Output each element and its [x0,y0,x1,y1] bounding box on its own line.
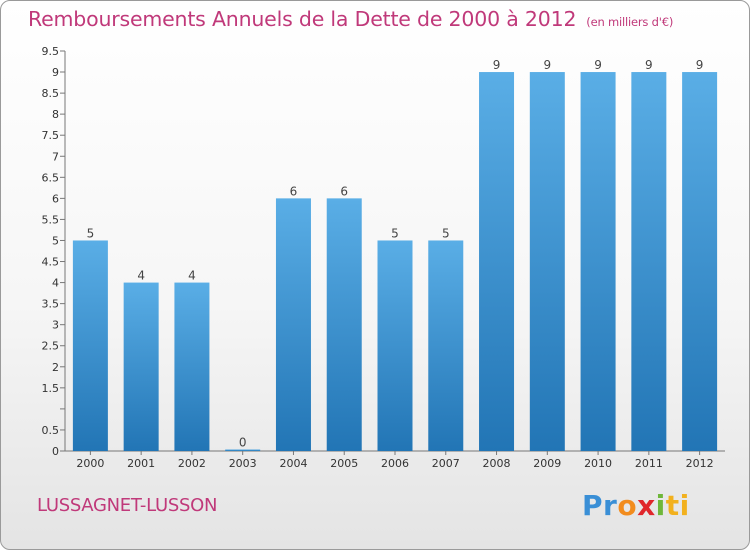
y-tick-label: 3 [52,319,59,332]
y-tick-label: 8.5 [42,87,60,100]
bar-2012 [682,72,718,451]
bars [72,72,718,451]
x-tick-label: 2005 [330,457,358,470]
y-tick-label: 0 [52,445,59,458]
bar-2001 [123,282,159,451]
axes: 0 0.5 1.5 2 2.5 3 3.5 4 4.5 5 5.5 6 6.5 7 7.5 8 8.5 9 9.5 [42,45,725,458]
bar-2005 [326,198,362,451]
value-label: 4 [188,269,196,283]
bar-2010 [580,72,616,451]
y-tick-label: 9 [52,66,59,79]
bar-2002 [174,282,210,451]
x-tick-label: 2002 [178,457,206,470]
value-label: 9 [594,58,602,72]
x-tick-label: 2001 [127,457,155,470]
bar-2011 [631,72,667,451]
value-label: 0 [239,436,247,450]
value-label: 6 [340,184,348,198]
chart-title-text: Remboursements Annuels de la Dette de 20… [28,7,577,31]
x-tick-label: 2009 [533,457,561,470]
value-label: 5 [87,226,95,240]
y-tick-label: 4.5 [42,256,60,269]
value-label: 5 [442,226,450,240]
value-label: 4 [137,269,145,283]
x-tick-label: 2012 [686,457,714,470]
value-label: 9 [543,58,551,72]
y-tick-label: 3.5 [42,298,60,311]
bar-2000 [72,240,108,451]
y-tick-label: 2.5 [42,340,60,353]
y-tick-label: 5.5 [42,213,60,226]
x-tick-label: 2008 [483,457,511,470]
value-labels: 2000 5 2001 4 2002 4 2003 0 2004 6 2005 6 2006 5 2007 5… [76,58,713,470]
bar-2008 [479,72,515,451]
x-tick-label: 2010 [584,457,612,470]
y-tick-label: 4 [52,277,59,290]
x-tick-label: 2006 [381,457,409,470]
y-tick-label: 6 [52,192,59,205]
commune-name: LUSSAGNET-LUSSON [37,495,218,516]
value-label: 6 [290,184,298,198]
y-tick-label: 0.5 [42,424,60,437]
chart-title: Remboursements Annuels de la Dette de 20… [28,7,673,31]
value-label: 5 [391,226,399,240]
y-tick-label: 1.5 [42,382,60,395]
y-tick-label: 2 [52,361,59,374]
bar-2003 [225,449,261,451]
bar-2004 [275,198,311,451]
y-tick-label: 7.5 [42,129,60,142]
y-tick-label: 8 [52,108,59,121]
x-tick-label: 2000 [76,457,104,470]
x-tick-label: 2003 [229,457,257,470]
proxiti-logo: Proxiti [582,489,690,522]
bar-2007 [428,240,464,451]
y-tick-label: 7 [52,150,59,163]
bar-2009 [529,72,565,451]
value-label: 9 [493,58,501,72]
x-tick-label: 2004 [279,457,307,470]
value-label: 9 [645,58,653,72]
bar-2006 [377,240,413,451]
y-tick-label: 9.5 [42,45,60,58]
x-tick-label: 2007 [432,457,460,470]
x-tick-label: 2011 [635,457,663,470]
chart-unit: (en milliers d'€) [586,15,674,29]
value-label: 9 [696,58,704,72]
y-tick-label: 5 [52,234,59,247]
y-tick-label: 6.5 [42,171,60,184]
